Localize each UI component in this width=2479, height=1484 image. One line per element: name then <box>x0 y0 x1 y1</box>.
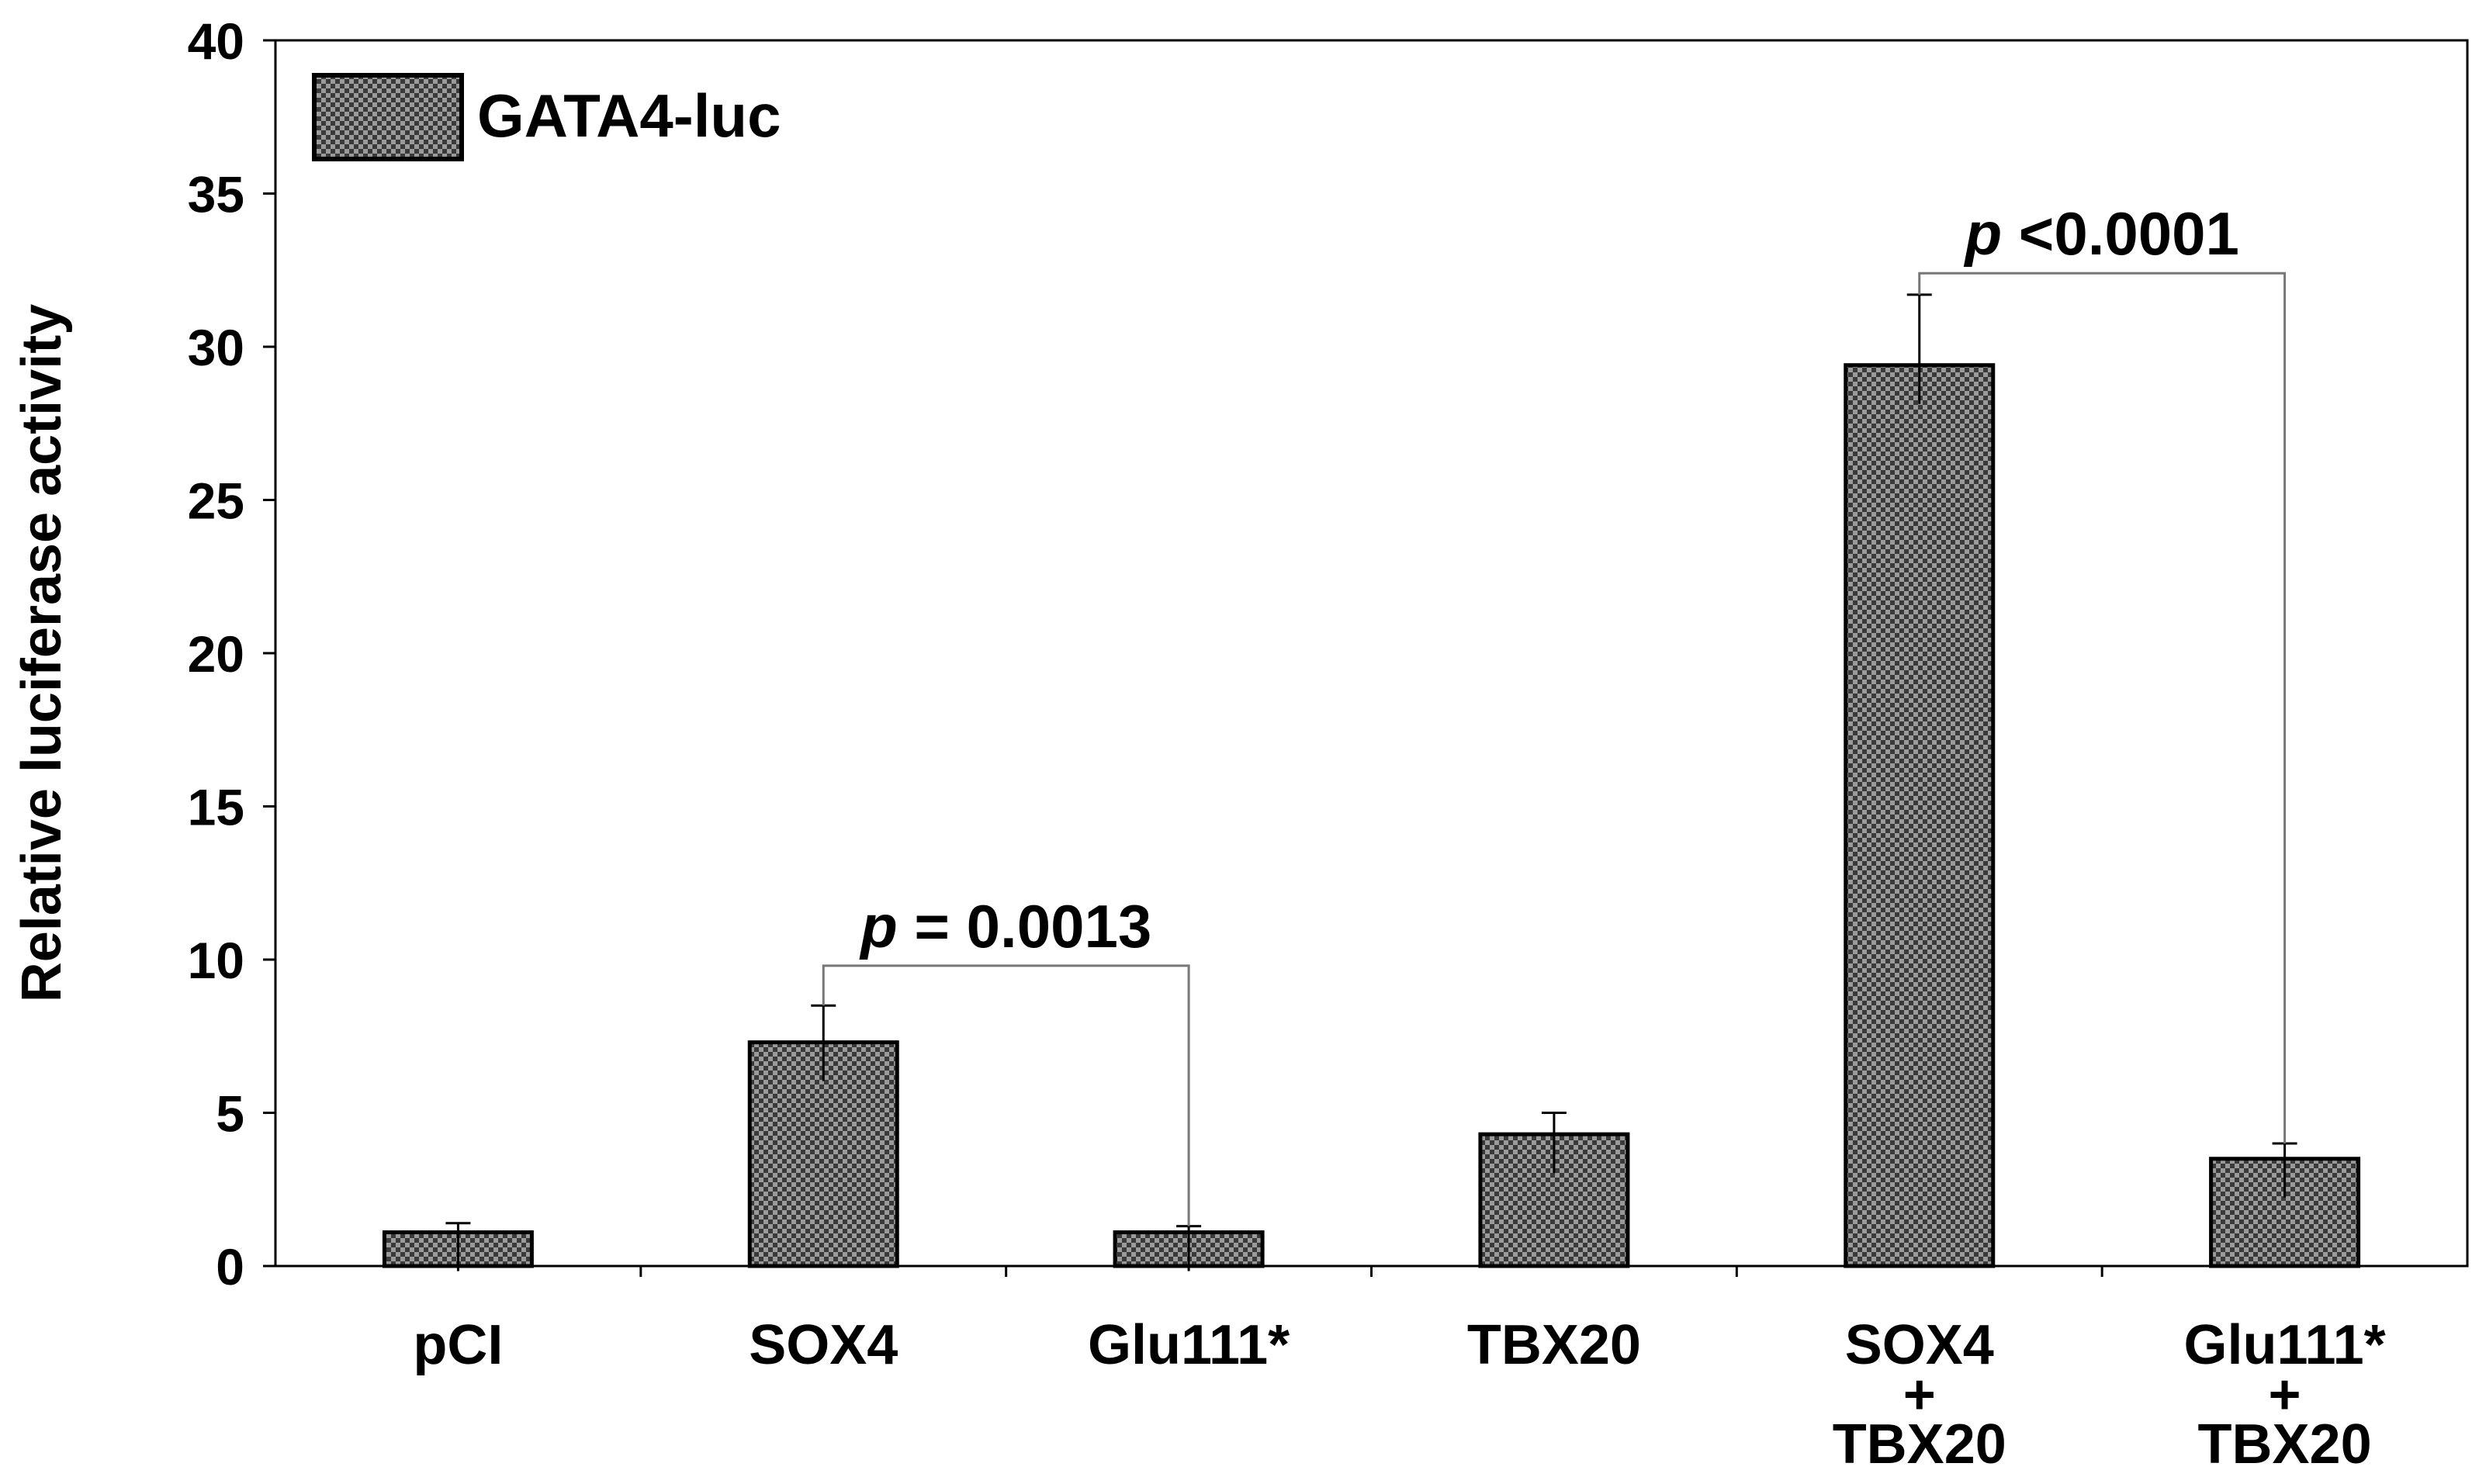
y-tick-label: 30 <box>188 319 244 376</box>
x-tick-label: TBX20 <box>1467 1314 1641 1376</box>
p-value-annotation: p <0.0001 <box>1963 199 2238 268</box>
y-tick-label: 0 <box>216 1238 244 1295</box>
legend-swatch <box>312 73 464 161</box>
bar <box>1844 363 1996 1268</box>
y-tick-label: 35 <box>188 166 244 223</box>
legend-label: GATA4-luc <box>477 81 781 150</box>
y-tick-label: 10 <box>188 932 244 989</box>
x-tick-label: pCI <box>413 1314 503 1376</box>
x-tick-label: Glu111* <box>2183 1314 2385 1376</box>
x-tick-label: SOX4 <box>749 1314 898 1376</box>
x-tick-label: TBX20 <box>2198 1413 2372 1475</box>
x-tick-label: SOX4 <box>1845 1314 1994 1376</box>
y-tick-label: 25 <box>188 472 244 530</box>
p-symbol: p <box>1963 199 2002 268</box>
p-value-annotation: p = 0.0013 <box>859 892 1151 960</box>
significance-bracket <box>1918 272 2287 1143</box>
y-tick-label: 20 <box>188 625 244 683</box>
y-tick-label: 5 <box>216 1085 244 1143</box>
p-value-text: = 0.0013 <box>898 892 1151 960</box>
x-tick-label: Glu111* <box>1088 1314 1290 1376</box>
y-tick-label: 15 <box>188 779 244 836</box>
significance-bracket <box>822 964 1190 1226</box>
x-tick-label: TBX20 <box>1833 1413 2006 1475</box>
y-tick-label: 40 <box>188 12 244 70</box>
p-symbol: p <box>859 892 898 960</box>
x-tick-label: + <box>1903 1364 1936 1426</box>
p-value-text: <0.0001 <box>2002 199 2239 268</box>
y-axis-label: Relative luciferase activity <box>11 304 73 1003</box>
x-tick-label: + <box>2269 1364 2301 1426</box>
